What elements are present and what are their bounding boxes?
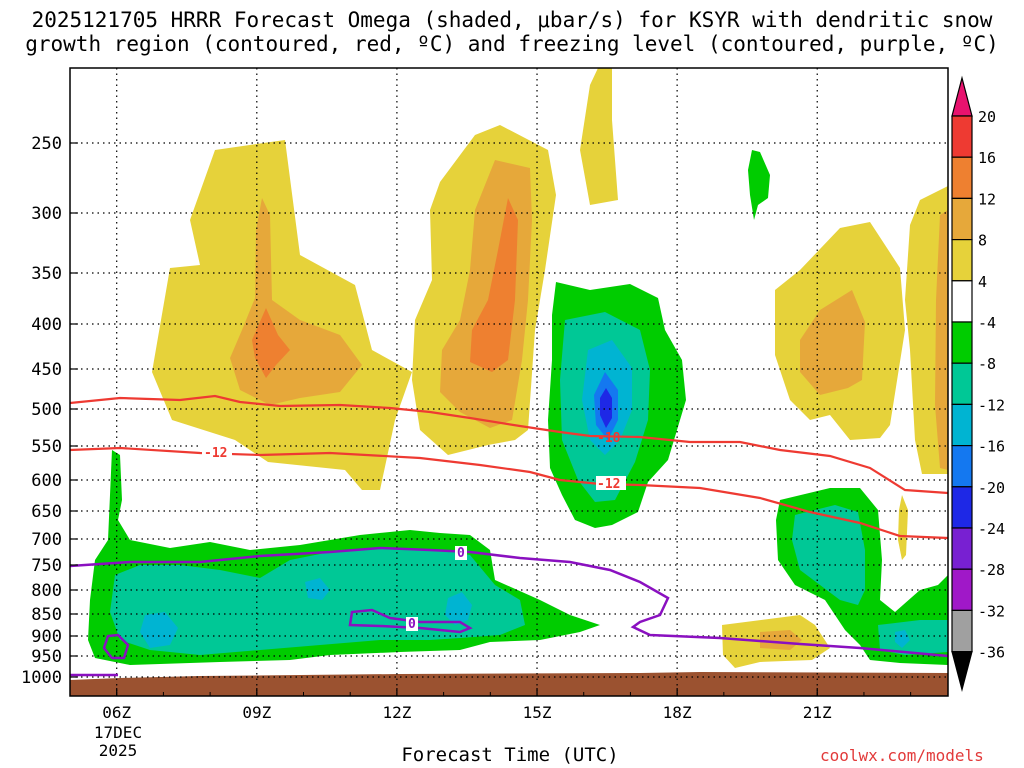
omega-sink-max-16z	[600, 388, 612, 428]
x-date-line2: 2025	[99, 741, 138, 760]
colorbar-label: -8	[978, 355, 996, 373]
colorbar-swatch	[951, 403, 973, 447]
dgz-label-left: -12	[204, 446, 227, 461]
x-tick-label-15Z: 15Z	[523, 703, 552, 722]
omega-sink-core-20z	[792, 505, 865, 605]
dgz-upper-contour	[70, 394, 948, 495]
omega-rise-region-22z-small	[898, 495, 908, 560]
credit-text: coolwx.com/models	[820, 746, 984, 765]
y-tick-label-850: 850	[31, 605, 62, 625]
dgz-label-upper: -18	[597, 431, 621, 446]
y-tick-label-750: 750	[31, 556, 62, 576]
colorbar-swatch	[951, 321, 973, 364]
x-date-line1: 17DEC	[94, 723, 142, 742]
colorbar-label: -32	[978, 602, 1005, 620]
y-tick-label-650: 650	[31, 502, 62, 522]
omega-shading	[70, 68, 948, 696]
x-tick-label-18Z: 18Z	[663, 703, 692, 722]
y-tick-label-300: 300	[31, 204, 62, 224]
omega-rise-core-23z	[935, 210, 948, 470]
dgz-label-lower: -12	[597, 477, 620, 492]
chart-title-line1: 2025121705 HRRR Forecast Omega (shaded, …	[31, 8, 993, 32]
omega-rise-core-20z	[800, 290, 865, 395]
colorbar-label: -36	[978, 644, 1005, 662]
colorbar-label: 12	[978, 190, 996, 208]
colorbar-swatch	[951, 280, 973, 323]
colorbar-label: -24	[978, 520, 1005, 538]
y-axis: 2503003504004505005506006507007508008509…	[21, 134, 78, 688]
grid-lines	[70, 68, 948, 696]
y-tick-label-800: 800	[31, 581, 62, 601]
colorbar-label: -12	[978, 396, 1005, 414]
freezing-label-1: 0	[457, 546, 465, 561]
colorbar-swatch	[951, 486, 973, 529]
colorbar-label: -20	[978, 479, 1005, 497]
colorbar-label: 20	[978, 108, 996, 126]
colorbar-swatch	[951, 527, 973, 570]
omega-rise-region-15z-upper	[580, 68, 618, 205]
terrain-ground	[70, 672, 948, 696]
colorbar-swatch	[951, 362, 973, 406]
omega-sink-region-19z-upper	[748, 150, 770, 220]
dgz-lower-contour	[70, 446, 948, 540]
colorbar-label: -4	[978, 314, 996, 332]
omega-sink-strong-10z	[305, 578, 330, 600]
plot-frame	[69, 67, 949, 697]
omega-rise-max-13z	[470, 198, 518, 372]
colorbar-swatch	[951, 156, 973, 199]
x-axis-label: Forecast Time (UTC)	[401, 744, 619, 766]
x-tick-label-12Z: 12Z	[382, 703, 411, 722]
y-tick-label-700: 700	[31, 530, 62, 550]
colorbar-label: 16	[978, 149, 996, 167]
dgz-contours	[70, 394, 948, 540]
colorbar-swatch	[951, 197, 973, 241]
x-tick-label-21Z: 21Z	[803, 703, 832, 722]
colorbar-label: 8	[978, 232, 987, 250]
colorbar-label: -16	[978, 438, 1005, 456]
omega-sink-strong-13z	[445, 592, 472, 625]
freezing-level-loop-06z	[102, 633, 130, 660]
colorbar-label: -28	[978, 561, 1005, 579]
colorbar-label: 4	[978, 273, 987, 291]
omega-rise-max-09z	[252, 308, 290, 378]
colorbar-swatch	[951, 609, 973, 653]
freezing-level-main	[70, 546, 948, 658]
omega-sink-strong-07z	[140, 612, 178, 648]
y-tick-label-500: 500	[31, 400, 62, 420]
y-tick-label-600: 600	[31, 471, 62, 491]
colorbar-bottom-arrow	[951, 651, 973, 692]
y-tick-label-550: 550	[31, 437, 62, 457]
chart-title-line2: growth region (contoured, red, ºC) and f…	[25, 32, 999, 56]
colorbar-swatch	[951, 568, 973, 612]
y-tick-label-900: 900	[31, 627, 62, 647]
colorbar-swatch	[951, 115, 973, 158]
y-tick-label-950: 950	[31, 647, 62, 667]
omega-rise-core-19z-low	[760, 630, 802, 650]
x-tick-label-09Z: 09Z	[242, 703, 271, 722]
x-axis: 06Z 09Z 12Z 15Z 18Z 21Z	[69, 688, 912, 722]
x-tick-label-06Z: 06Z	[102, 703, 131, 722]
y-tick-label-250: 250	[31, 134, 62, 154]
omega-sink-strong-22z	[895, 630, 910, 648]
colorbar-swatch	[951, 445, 973, 488]
freezing-label-2: 0	[408, 617, 416, 632]
y-tick-label-1000: 1000	[21, 668, 62, 688]
y-tick-label-350: 350	[31, 264, 62, 284]
colorbar-top-arrow	[951, 75, 973, 117]
y-tick-label-400: 400	[31, 315, 62, 335]
colorbar-swatch	[951, 239, 973, 282]
omega-sink-core-22z	[878, 620, 948, 655]
colorbar: 20 16 12 8 4 -4 -8 -12 -16 -20 -24 -28 -32 -36	[951, 75, 1005, 692]
y-tick-label-450: 450	[31, 360, 62, 380]
